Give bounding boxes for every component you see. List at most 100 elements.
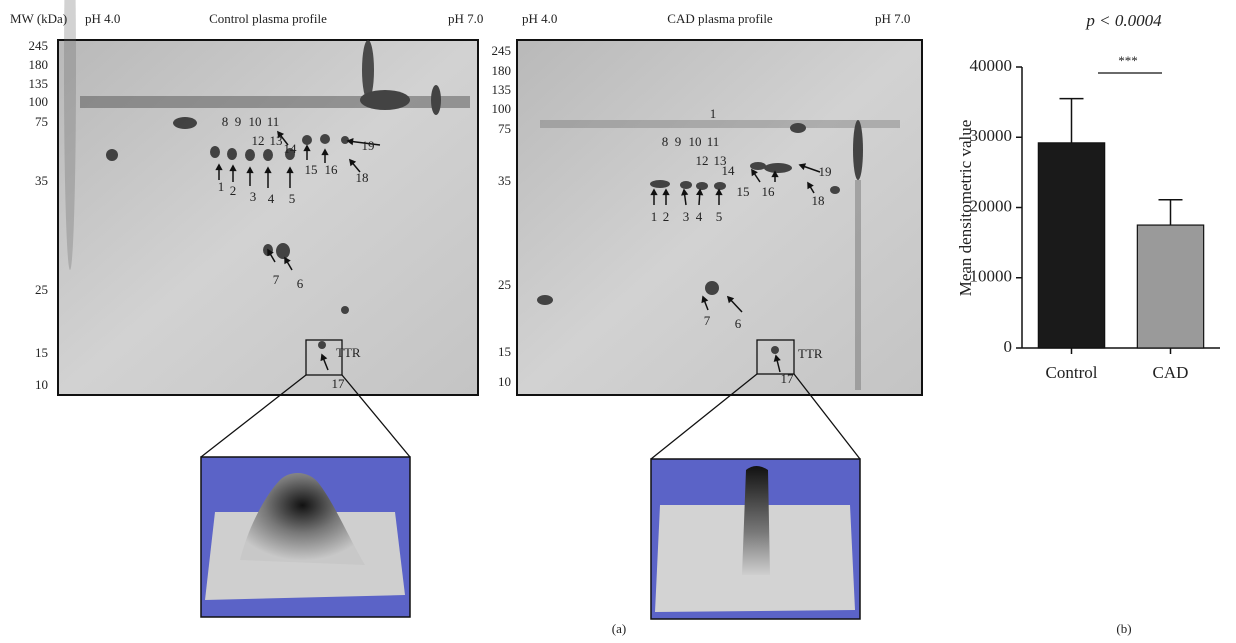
ph-right: pH 7.0: [448, 11, 483, 26]
gel-title: Control plasma profile: [209, 11, 327, 26]
arrow-head: [773, 354, 781, 362]
ph-right: pH 7.0: [875, 11, 910, 26]
y-tick-label: 10000: [970, 267, 1013, 286]
spot-label: 14: [284, 141, 298, 156]
spot-label: 15: [305, 162, 318, 177]
mw-label: 135: [492, 82, 512, 97]
x-tick-label: CAD: [1153, 363, 1189, 382]
spot-label: 8: [222, 114, 229, 129]
caption: (a): [612, 621, 626, 636]
arrow-head: [650, 188, 658, 196]
arrow-head: [246, 166, 254, 174]
spot-label: 16: [325, 162, 339, 177]
mw-label: 35: [35, 173, 48, 188]
gel-title: CAD plasma profile: [667, 11, 773, 26]
y-axis-label: Mean densitometric value: [956, 120, 975, 297]
mw-label: 25: [498, 277, 511, 292]
spot-label: 17: [781, 371, 795, 386]
spot-label: 11: [707, 134, 720, 149]
arrow-head: [277, 130, 285, 139]
y-tick-label: 0: [1004, 337, 1013, 356]
spot-label: 3: [683, 209, 690, 224]
mw-label: 75: [498, 121, 511, 136]
arrow-head: [229, 164, 237, 172]
mw-label: 245: [492, 43, 512, 58]
ph-left: pH 4.0: [522, 11, 557, 26]
mw-label: 135: [29, 76, 49, 91]
chart-title: p < 0.0004: [1085, 11, 1162, 30]
control-gel: [57, 39, 479, 396]
mw-label: 100: [492, 101, 512, 116]
spot-label: 1: [651, 209, 658, 224]
spot-label: 4: [696, 209, 703, 224]
caption: (b): [1116, 621, 1131, 636]
arrow-head: [303, 144, 311, 152]
arrow: [347, 140, 381, 146]
arrow-head: [348, 158, 357, 167]
spot-label: 19: [362, 138, 375, 153]
arrow-head: [321, 148, 329, 156]
spot-label: 5: [289, 191, 296, 206]
spot-label: 13: [714, 153, 727, 168]
arrows: [215, 130, 821, 373]
spot-label: 4: [268, 191, 275, 206]
y-tick-label: 20000: [970, 196, 1013, 215]
box-label: TTR: [336, 345, 361, 360]
spot-label: 2: [663, 209, 670, 224]
spot-label: 17: [332, 376, 346, 391]
spot-label: 15: [737, 184, 750, 199]
spot-label: 10: [249, 114, 262, 129]
spot-label: 7: [273, 272, 280, 287]
zoom-guides: [200, 339, 861, 460]
arrow-head: [267, 248, 274, 257]
spot-label: 12: [696, 153, 709, 168]
surface-plot-cad: [650, 458, 861, 620]
y-tick-label: 30000: [970, 126, 1013, 145]
surface-plot-control: [200, 456, 411, 618]
mw-label: 180: [29, 57, 49, 72]
arrow-head: [681, 188, 689, 196]
spot-label: 9: [675, 134, 682, 149]
mw-label: 75: [35, 114, 48, 129]
mw-label: 100: [29, 94, 49, 109]
spot-label: 2: [230, 183, 237, 198]
significance: ***: [1118, 53, 1138, 68]
spot-label: 6: [735, 316, 742, 331]
x-tick-label: Control: [1046, 363, 1098, 382]
spot-label: 1: [710, 106, 717, 121]
spot-label: 10: [689, 134, 702, 149]
mw-label: 15: [35, 345, 48, 360]
arrow-head: [662, 188, 670, 196]
mw-label: 245: [29, 38, 49, 53]
arrow-head: [751, 168, 758, 177]
spot-label: 19: [819, 164, 832, 179]
arrow-head: [807, 181, 814, 190]
spot-label: 7: [704, 313, 711, 328]
y-tick-label: 40000: [970, 56, 1013, 75]
spot-label: 18: [812, 193, 825, 208]
arrow-head: [726, 295, 735, 304]
arrow-head: [701, 295, 709, 304]
spot-label: 18: [356, 170, 369, 185]
mw-label: 10: [35, 377, 48, 392]
box-label: TTR: [798, 346, 823, 361]
cad-gel: [516, 39, 923, 396]
spot-label: 16: [762, 184, 776, 199]
spot-label: 1: [218, 179, 225, 194]
arrow-head: [715, 188, 723, 196]
arrow-head: [284, 256, 291, 265]
spot-label: 3: [250, 189, 257, 204]
arrow-head: [798, 163, 807, 171]
error-bar: [1059, 97, 1084, 143]
bar: [1037, 142, 1106, 349]
error-bar: [1158, 199, 1183, 226]
spot-label: 11: [267, 114, 280, 129]
spot-label: 14: [722, 163, 736, 178]
spot-label: 12: [252, 133, 265, 148]
mw-label: 35: [498, 173, 511, 188]
ph-left: pH 4.0: [85, 11, 120, 26]
spot-label: 9: [235, 114, 242, 129]
mw-label: 10: [498, 374, 511, 389]
spot-label: 5: [716, 209, 723, 224]
